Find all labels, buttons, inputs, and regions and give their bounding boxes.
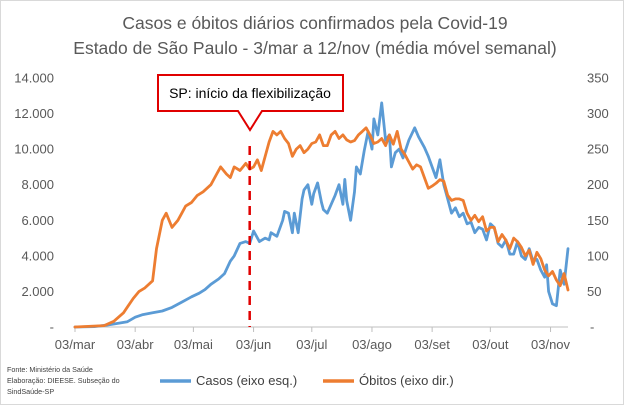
x-tick-label: 03/set [414,337,450,352]
right-tick-label: 200 [587,177,609,192]
left-tick-label: 12.000 [14,106,54,121]
series-line-casos [73,101,570,329]
left-tick-label: 14.000 [14,71,54,86]
footnote-elaboration: Elaboração: DIEESE. Subseção do [7,376,120,385]
legend-label-casos: Casos (eixo esq.) [196,373,297,388]
x-tick-label: 03/jun [236,337,271,352]
footnote: Fonte: Ministério da Saúde Elaboração: D… [7,365,120,396]
right-tick-label: 150 [587,213,609,228]
left-tick-label: 6.000 [21,213,54,228]
right-tick-label: - [590,320,594,335]
left-axis-ticks: - 2.000 4.000 6.000 8.000 10.000 12.000 14.000 [14,71,54,335]
chart-title: Casos e óbitos diários confirmados pela … [122,13,507,33]
legend-label-obitos: Óbitos (eixo dir.) [359,373,454,388]
series-layer [73,101,570,329]
callout-text: SP: início da flexibilização [169,85,331,101]
right-tick-label: 100 [587,248,609,263]
right-tick-label: 350 [587,71,609,86]
left-tick-label: 10.000 [14,142,54,157]
right-axis-ticks: - 50 100 150 200 250 300 350 [587,71,609,335]
x-tick-label: 03/nov [531,337,571,352]
x-axis-ticks: 03/mar 03/abr 03/mai 03/jun 03/jul 03/ago 03/s… [55,327,571,352]
x-tick-label: 03/mar [55,337,96,352]
footnote-subsection: SindSaúde-SP [7,387,54,396]
footnote-source: Fonte: Ministério da Saúde [7,365,93,374]
callout-box [157,74,344,132]
flexibilization-callout: SP: início da flexibilização [157,74,344,132]
left-tick-label: - [50,320,54,335]
series-line-obitos [73,126,570,329]
chart-subtitle: Estado de São Paulo - 3/mar a 12/nov (mé… [73,38,556,58]
x-tick-label: 03/jul [296,337,327,352]
x-tick-label: 03/mai [174,337,213,352]
legend: Casos (eixo esq.) Óbitos (eixo dir.) [160,373,454,388]
x-tick-label: 03/ago [352,337,392,352]
x-tick-label: 03/abr [117,337,155,352]
left-tick-label: 4.000 [21,248,54,263]
x-tick-label: 03/out [472,337,509,352]
left-tick-label: 2.000 [21,284,54,299]
right-tick-label: 50 [587,284,601,299]
right-tick-label: 300 [587,106,609,121]
left-tick-label: 8.000 [21,177,54,192]
right-tick-label: 250 [587,142,609,157]
